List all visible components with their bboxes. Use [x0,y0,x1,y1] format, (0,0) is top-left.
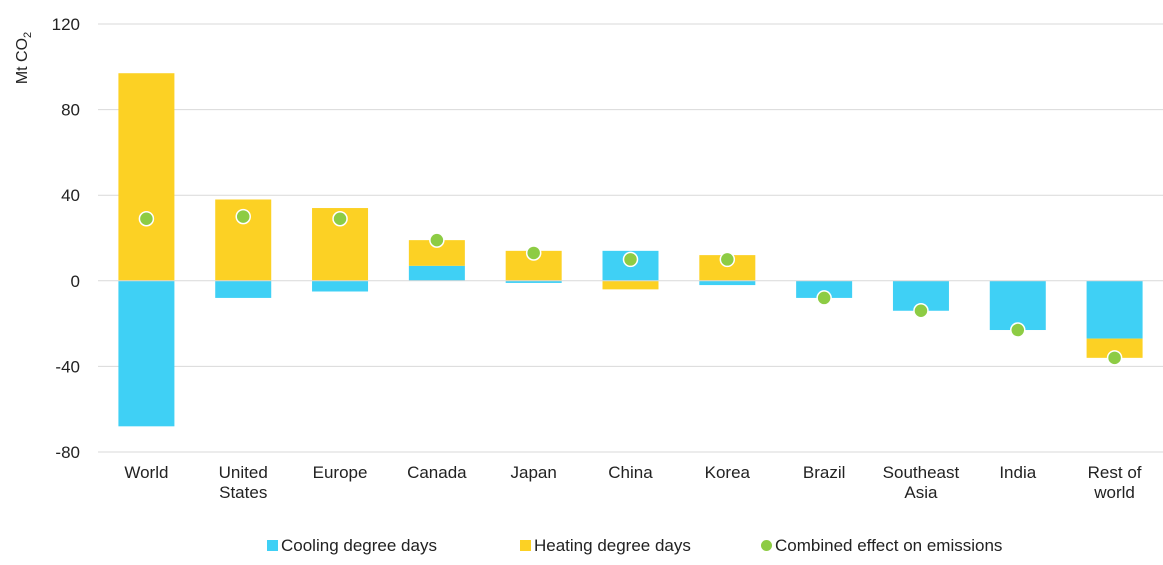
x-tick-label: World [124,463,168,482]
legend-label: Cooling degree days [281,536,437,555]
x-tick-label: Canada [407,463,467,482]
point-combined-effect [1106,350,1123,366]
legend-item: Combined effect on emissions [761,536,1002,555]
point-combined-effect [525,245,542,261]
y-tick-label: -40 [55,357,80,376]
point-combined-effect [913,303,929,319]
point-combined-effect [138,210,155,227]
y-tick-label: 40 [61,186,80,205]
legend-label: Heating degree days [534,536,691,555]
legend-item: Cooling degree days [267,536,437,555]
legend-swatch [520,540,531,551]
legend: Cooling degree days Heating degree days Co… [267,536,1002,555]
bar-heating-degree-days [602,280,659,290]
x-tick-label: Rest of world [1088,463,1142,502]
y-tick-label: 80 [61,101,80,120]
legend-swatch [267,540,278,551]
point-combined-effect [332,210,348,227]
y-tick-label: 120 [52,15,80,34]
y-axis-ticks: -80 -40 0 40 80 120 [52,15,80,462]
legend-label: Combined effect on emissions [775,536,1002,555]
bar-cooling-degree-days [796,280,853,298]
bar-heating-degree-days [118,73,175,281]
x-tick-label: Japan [511,463,557,482]
x-tick-label: Europe [313,463,368,482]
x-tick-label: Southeast Asia [883,463,960,502]
x-tick-label: India [999,463,1036,482]
bar-cooling-degree-days [1086,280,1143,339]
legend-marker [761,540,772,551]
point-combined-effect [235,208,251,225]
bar-cooling-degree-days [215,280,272,298]
x-tick-label: Brazil [803,463,846,482]
bars [118,73,1143,427]
gridlines [98,23,1163,453]
bar-cooling-degree-days [312,280,369,292]
points [138,208,1123,366]
x-tick-label: United States [219,463,268,502]
point-combined-effect [816,290,832,306]
x-tick-label: Korea [705,463,751,482]
legend-item: Heating degree days [520,536,691,555]
point-combined-effect [429,232,445,248]
x-tick-label: China [608,463,653,482]
bar-cooling-degree-days [699,280,756,286]
point-combined-effect [1010,322,1026,338]
y-axis-title: Mt CO2 [14,32,34,84]
bar-cooling-degree-days [989,280,1046,331]
bar-heating-degree-days [1086,338,1143,358]
bar-cooling-degree-days [118,280,175,427]
bar-cooling-degree-days [505,280,562,283]
y-tick-label: 0 [71,272,80,291]
y-tick-label: -80 [55,443,80,462]
point-combined-effect [719,251,736,268]
category-labels: World United States Europe Canada Japan China K… [124,463,1141,502]
bar-cooling-degree-days [408,265,465,281]
point-combined-effect [622,251,639,268]
